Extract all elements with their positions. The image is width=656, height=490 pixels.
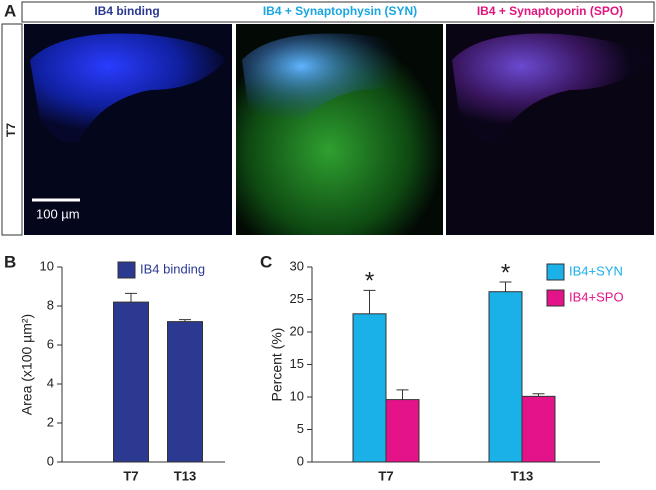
x-tick-label: T13 bbox=[174, 468, 196, 483]
legend-label: IB4+SYN bbox=[569, 263, 623, 278]
bar bbox=[385, 399, 420, 463]
significance-mark: * bbox=[365, 268, 374, 295]
legend-label: IB4 binding bbox=[140, 261, 205, 276]
error-bar bbox=[532, 393, 545, 397]
micrograph bbox=[236, 24, 443, 235]
bar bbox=[488, 291, 523, 463]
error-bar bbox=[396, 389, 409, 400]
y-axis-label: Percent (%) bbox=[269, 328, 285, 402]
micrograph bbox=[24, 24, 232, 235]
x-tick-label: T7 bbox=[123, 468, 138, 483]
error-bar bbox=[125, 292, 137, 303]
panel-header: IB4 + Synaptophysin (SYN) bbox=[263, 4, 417, 18]
legend-swatch bbox=[546, 263, 565, 281]
panel-letter: C bbox=[260, 252, 272, 271]
panel-header: IB4 + Synaptoporin (SPO) bbox=[477, 4, 623, 18]
error-bar bbox=[179, 319, 191, 322]
scale-bar-label: 100 µm bbox=[36, 206, 80, 221]
header-frame bbox=[21, 1, 655, 23]
y-tick-label: 6 bbox=[47, 336, 54, 351]
micrograph bbox=[446, 24, 654, 235]
y-tick-label: 2 bbox=[47, 414, 54, 429]
y-tick-label: 25 bbox=[290, 291, 304, 306]
bar bbox=[521, 395, 556, 463]
panel-header: IB4 binding bbox=[94, 4, 159, 18]
bar bbox=[352, 313, 387, 463]
y-tick-label: 0 bbox=[297, 453, 304, 468]
y-axis-label: Area (x100 µm²) bbox=[19, 314, 35, 415]
y-tick-label: 0 bbox=[47, 453, 54, 468]
significance-mark: * bbox=[501, 259, 510, 286]
y-tick-label: 30 bbox=[290, 258, 304, 273]
x-tick-label: T13 bbox=[511, 468, 533, 483]
y-tick-label: 10 bbox=[290, 388, 304, 403]
panel-letter: A bbox=[4, 1, 16, 20]
y-tick-label: 4 bbox=[47, 375, 54, 390]
legend-swatch bbox=[546, 289, 565, 307]
legend-label: IB4+SPO bbox=[569, 289, 624, 304]
y-tick-label: 5 bbox=[297, 421, 304, 436]
y-tick-label: 8 bbox=[47, 297, 54, 312]
bar bbox=[113, 301, 149, 463]
x-tick-label: T7 bbox=[378, 468, 393, 483]
y-tick-label: 20 bbox=[290, 323, 304, 338]
row-frame bbox=[1, 23, 23, 236]
y-tick-label: 10 bbox=[40, 258, 54, 273]
error-bar bbox=[499, 281, 512, 292]
bar bbox=[167, 321, 203, 463]
panel-letter: B bbox=[4, 252, 16, 271]
y-tick-label: 15 bbox=[290, 356, 304, 371]
error-bar bbox=[363, 289, 376, 314]
row-label: T7 bbox=[4, 123, 18, 137]
legend-swatch bbox=[117, 261, 136, 279]
